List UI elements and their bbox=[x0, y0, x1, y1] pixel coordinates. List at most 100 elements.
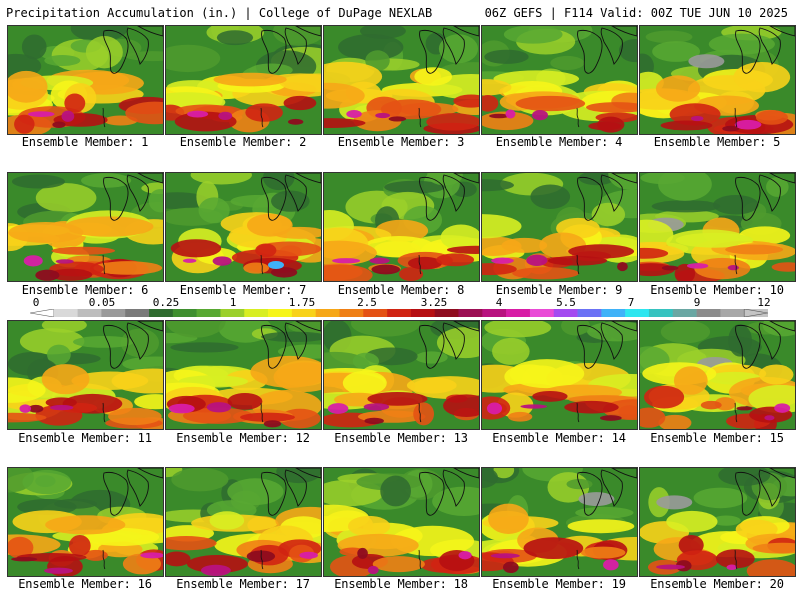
precip-field-map bbox=[324, 321, 479, 429]
ensemble-member-label: Ensemble Member: 9 bbox=[495, 283, 623, 297]
ensemble-map-panel bbox=[481, 172, 638, 282]
precip-field-map bbox=[166, 468, 321, 576]
ensemble-map-panel bbox=[165, 320, 322, 430]
ensemble-member-label: Ensemble Member: 18 bbox=[334, 577, 468, 591]
ensemble-map-panel bbox=[165, 172, 322, 282]
precip-field-map bbox=[8, 26, 163, 134]
colorbar-tick-label: 7 bbox=[627, 296, 635, 309]
colorbar-swatch bbox=[672, 309, 697, 317]
ensemble-map-panel bbox=[481, 25, 638, 135]
ensemble-member-label: Ensemble Member: 15 bbox=[650, 431, 784, 445]
colorbar-swatch bbox=[77, 309, 102, 317]
precip-field-map bbox=[166, 321, 321, 429]
run-info: 06Z GEFS | F114 Valid: 00Z TUE JUN 10 20… bbox=[484, 6, 788, 20]
ensemble-member-label: Ensemble Member: 13 bbox=[334, 431, 468, 445]
ensemble-map-panel bbox=[481, 467, 638, 577]
colorbar-swatch bbox=[125, 309, 150, 317]
colorbar-tick-label: 9 bbox=[693, 296, 701, 309]
precip-field-map bbox=[640, 173, 795, 281]
ensemble-member-label: Ensemble Member: 7 bbox=[179, 283, 307, 297]
precip-field-map bbox=[8, 468, 163, 576]
colorbar-swatch bbox=[648, 309, 674, 317]
colorbar-tick-label: 5.5 bbox=[556, 296, 576, 309]
colorbar-swatch bbox=[244, 309, 269, 317]
precip-field-map bbox=[166, 173, 321, 281]
colorbar-swatch bbox=[696, 309, 721, 317]
precip-colorbar bbox=[30, 309, 768, 317]
colorbar-swatch bbox=[220, 309, 245, 317]
precip-field-map bbox=[482, 26, 637, 134]
colorbar-swatch bbox=[291, 309, 316, 317]
ensemble-map-panel bbox=[7, 172, 164, 282]
colorbar-min-arrow bbox=[30, 309, 55, 317]
colorbar-tick-label: 0.05 bbox=[88, 296, 116, 309]
colorbar-swatch bbox=[172, 309, 197, 317]
colorbar-swatch bbox=[101, 309, 126, 317]
colorbar-swatch bbox=[196, 309, 221, 317]
colorbar-max-arrow bbox=[743, 309, 768, 317]
ensemble-map-panel bbox=[639, 25, 796, 135]
colorbar-swatch bbox=[268, 309, 293, 317]
colorbar-tick-label: 2.5 bbox=[357, 296, 377, 309]
colorbar-tick-label: 3.25 bbox=[420, 296, 448, 309]
precip-field-map bbox=[324, 468, 479, 576]
colorbar-swatch bbox=[339, 309, 364, 317]
ensemble-member-label: Ensemble Member: 19 bbox=[492, 577, 626, 591]
colorbar-tick-label: 0 bbox=[32, 296, 40, 309]
precip-field-map bbox=[324, 173, 479, 281]
precip-field-map bbox=[640, 468, 795, 576]
ensemble-map-panel bbox=[7, 467, 164, 577]
colorbar-swatch bbox=[577, 309, 602, 317]
ensemble-map-panel bbox=[323, 25, 480, 135]
precip-field-map bbox=[640, 26, 795, 134]
ensemble-member-label: Ensemble Member: 1 bbox=[21, 135, 149, 149]
colorbar-swatch bbox=[53, 309, 78, 317]
ensemble-map-panel bbox=[165, 25, 322, 135]
colorbar-swatch bbox=[315, 309, 340, 317]
ensemble-member-label: Ensemble Member: 11 bbox=[18, 431, 152, 445]
ensemble-member-label: Ensemble Member: 14 bbox=[492, 431, 626, 445]
ensemble-map-panel bbox=[7, 320, 164, 430]
ensemble-map-panel bbox=[165, 467, 322, 577]
ensemble-member-label: Ensemble Member: 5 bbox=[653, 135, 781, 149]
map-title: Precipitation Accumulation (in.) | Colle… bbox=[6, 6, 433, 20]
colorbar-swatch bbox=[601, 309, 626, 317]
ensemble-member-label: Ensemble Member: 17 bbox=[176, 577, 310, 591]
precip-field-map bbox=[8, 173, 163, 281]
colorbar-swatch bbox=[458, 309, 483, 317]
precip-field-map bbox=[324, 26, 479, 134]
precip-field-map bbox=[166, 26, 321, 134]
ensemble-member-label: Ensemble Member: 6 bbox=[21, 283, 149, 297]
precip-field-map bbox=[8, 321, 163, 429]
colorbar-swatch bbox=[410, 309, 436, 317]
colorbar-tick-label: 1 bbox=[229, 296, 237, 309]
colorbar-swatch bbox=[149, 309, 174, 317]
ensemble-map-panel bbox=[639, 467, 796, 577]
ensemble-map-panel bbox=[639, 172, 796, 282]
ensemble-member-label: Ensemble Member: 20 bbox=[650, 577, 784, 591]
colorbar-tick-label: 12 bbox=[757, 296, 771, 309]
ensemble-member-label: Ensemble Member: 12 bbox=[176, 431, 310, 445]
ensemble-map-panel bbox=[481, 320, 638, 430]
precip-field-map bbox=[482, 321, 637, 429]
colorbar-swatch bbox=[363, 309, 388, 317]
ensemble-map-panel bbox=[639, 320, 796, 430]
colorbar-swatch bbox=[720, 309, 745, 317]
colorbar-swatch bbox=[625, 309, 650, 317]
colorbar-swatch bbox=[506, 309, 531, 317]
colorbar-tick-label: 1.75 bbox=[288, 296, 316, 309]
ensemble-member-label: Ensemble Member: 3 bbox=[337, 135, 465, 149]
colorbar-swatch bbox=[434, 309, 459, 317]
colorbar-swatch bbox=[553, 309, 578, 317]
colorbar-swatch bbox=[387, 309, 412, 317]
ensemble-member-label: Ensemble Member: 16 bbox=[18, 577, 152, 591]
ensemble-map-panel bbox=[7, 25, 164, 135]
precip-field-map bbox=[482, 468, 637, 576]
ensemble-member-label: Ensemble Member: 4 bbox=[495, 135, 623, 149]
colorbar-tick-label: 4 bbox=[495, 296, 503, 309]
ensemble-member-label: Ensemble Member: 2 bbox=[179, 135, 307, 149]
precip-field-map bbox=[482, 173, 637, 281]
ensemble-map-panel bbox=[323, 172, 480, 282]
ensemble-member-label: Ensemble Member: 10 bbox=[650, 283, 784, 297]
ensemble-map-panel bbox=[323, 320, 480, 430]
